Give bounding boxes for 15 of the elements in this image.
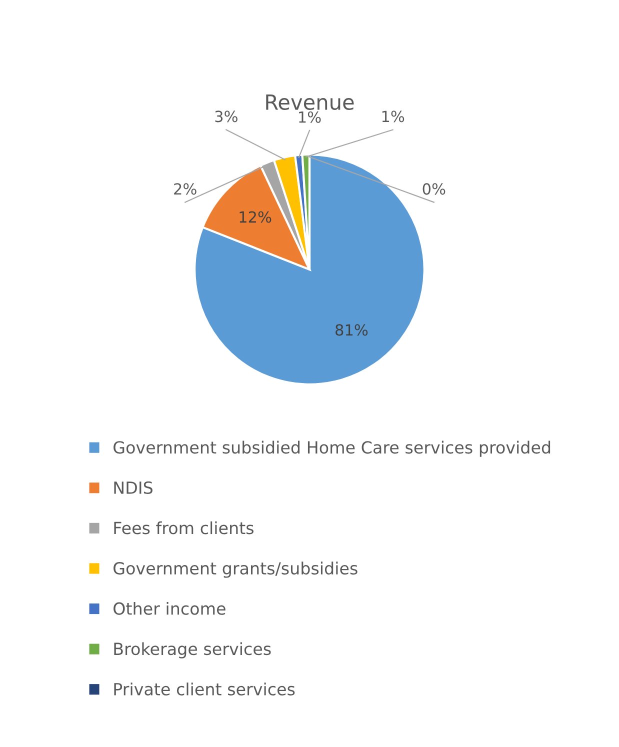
legend-label: Fees from clients bbox=[114, 521, 254, 534]
legend-label: Government subsidied Home Care services provided bbox=[114, 440, 550, 457]
data-label: 1% bbox=[299, 111, 321, 123]
data-label: 3% bbox=[215, 110, 238, 122]
legend-label: Government grants/subsidies bbox=[114, 562, 358, 578]
text: 0% bbox=[422, 183, 446, 195]
legend-label: NDIS bbox=[114, 481, 152, 494]
legend-label: Other income bbox=[114, 602, 226, 615]
data-label: 2% bbox=[174, 183, 196, 195]
legend-label: Brokerage services bbox=[114, 642, 271, 658]
chart-title: Revenue bbox=[266, 94, 354, 110]
data-label: 1% bbox=[382, 110, 404, 122]
data-label: 12% bbox=[240, 211, 272, 223]
legend-label: Private client services bbox=[114, 682, 295, 696]
data-label: 81% bbox=[336, 324, 368, 336]
